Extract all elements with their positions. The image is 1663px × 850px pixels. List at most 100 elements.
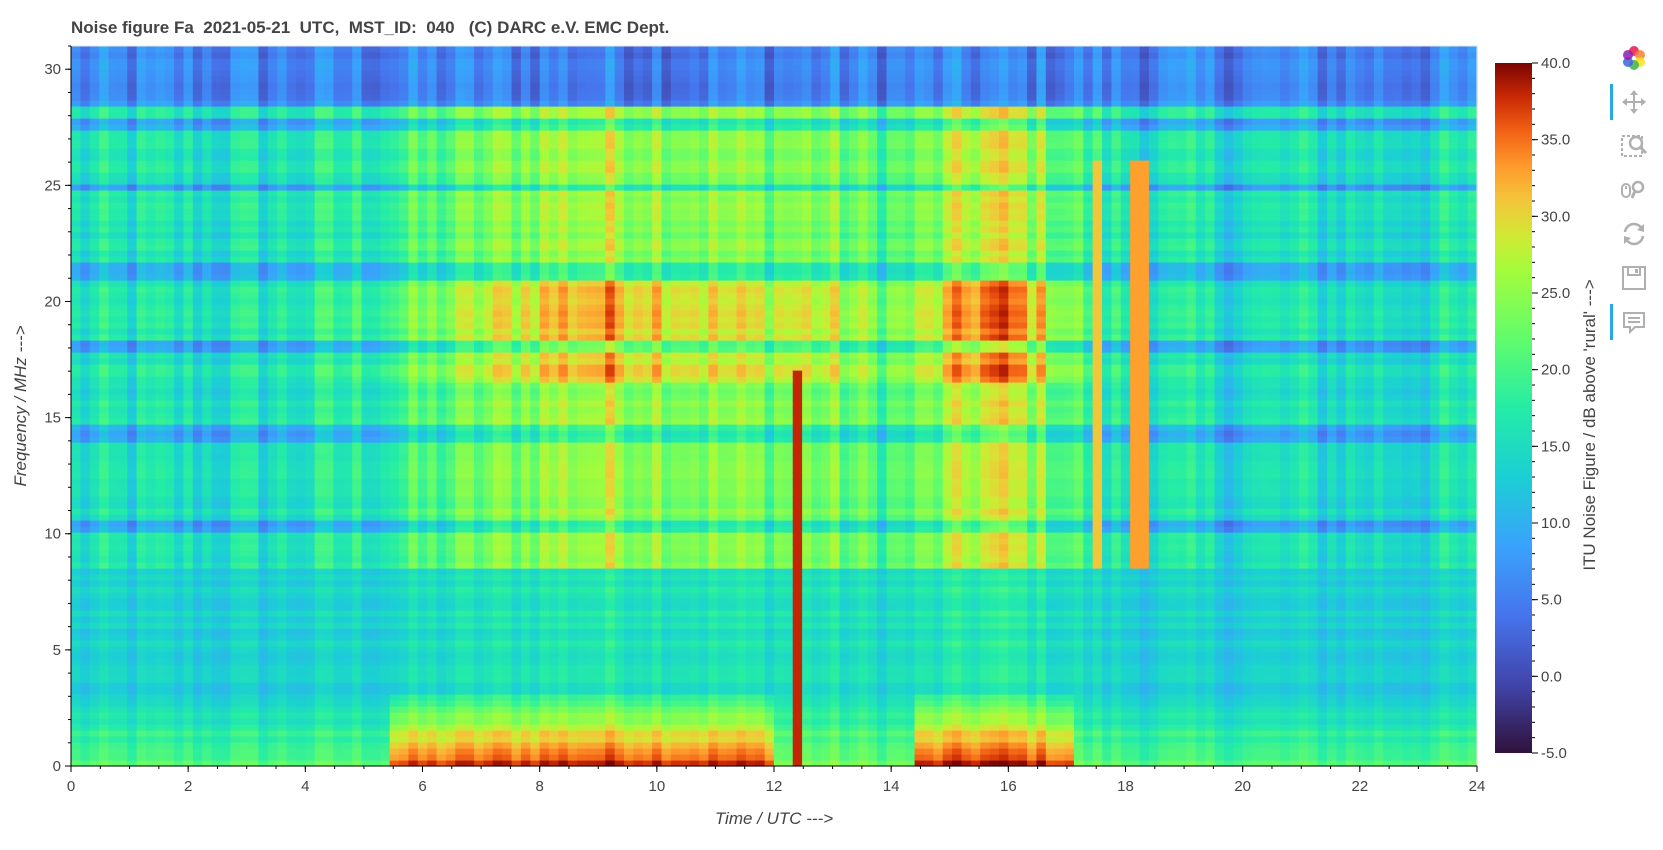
heatmap-cell: [296, 748, 306, 755]
heatmap-cell: [324, 232, 334, 239]
heatmap-cell: [333, 628, 343, 635]
heatmap-cell: [249, 298, 259, 305]
heatmap-cell: [174, 280, 184, 287]
heatmap-cell: [287, 316, 297, 323]
heatmap-cell: [427, 436, 437, 443]
heatmap-cell: [446, 154, 456, 161]
heatmap-cell: [202, 676, 212, 683]
heatmap-cell: [258, 676, 268, 683]
heatmap-cell: [380, 388, 390, 395]
heatmap-cell: [446, 718, 456, 725]
heatmap-cell: [155, 256, 165, 263]
heatmap-cell: [230, 112, 240, 119]
heatmap-cell: [249, 724, 259, 731]
heatmap-cell: [90, 646, 100, 653]
heatmap-cell: [343, 322, 353, 329]
heatmap-cell: [249, 118, 259, 125]
heatmap-cell: [258, 142, 268, 149]
heatmap-cell: [287, 418, 297, 425]
heatmap-cell: [446, 64, 456, 71]
heatmap-cell: [80, 142, 90, 149]
heatmap-cell: [362, 646, 372, 653]
heatmap-cell: [90, 544, 100, 551]
heatmap-cell: [287, 82, 297, 89]
heatmap-cell: [446, 628, 456, 635]
heatmap-cell: [315, 76, 325, 83]
heatmap-cell: [99, 352, 109, 359]
heatmap-cell: [249, 166, 259, 173]
heatmap-cell: [90, 742, 100, 749]
heatmap-cell: [221, 118, 231, 125]
heatmap-cell: [193, 352, 203, 359]
heatmap-cell: [90, 454, 100, 461]
heatmap-cell: [230, 742, 240, 749]
heatmap-cell: [202, 148, 212, 155]
heatmap-cell: [137, 178, 147, 185]
heatmap-cell: [137, 742, 147, 749]
heatmap-cell: [427, 730, 437, 737]
heatmap-cell: [380, 94, 390, 101]
heatmap-cell: [127, 388, 137, 395]
heatmap-cell: [362, 490, 372, 497]
heatmap-cell: [71, 256, 81, 263]
heatmap-cell: [137, 310, 147, 317]
heatmap-cell: [155, 628, 165, 635]
heatmap-cell: [127, 124, 137, 131]
heatmap-cell: [80, 706, 90, 713]
heatmap-cell: [146, 436, 156, 443]
heatmap-cell: [380, 82, 390, 89]
heatmap-cell: [446, 316, 456, 323]
heatmap-cell: [165, 202, 175, 209]
heatmap-cell: [408, 112, 418, 119]
heatmap-cell: [193, 388, 203, 395]
heatmap-cell: [137, 466, 147, 473]
heatmap-cell: [118, 58, 128, 65]
heatmap-cell: [380, 304, 390, 311]
heatmap-cell: [399, 640, 409, 647]
heatmap-cell: [249, 220, 259, 227]
heatmap-cell: [108, 388, 118, 395]
heatmap-cell: [80, 754, 90, 761]
heatmap-cell: [399, 112, 409, 119]
heatmap-cell: [118, 196, 128, 203]
heatmap-cell: [390, 268, 400, 275]
heatmap-cell: [174, 352, 184, 359]
heatmap-cell: [258, 130, 268, 137]
heatmap-cell: [427, 232, 437, 239]
heatmap-cell: [212, 100, 222, 107]
heatmap-cell: [258, 70, 268, 77]
heatmap-cell: [446, 106, 456, 113]
heatmap-cell: [212, 502, 222, 509]
heatmap-cell: [137, 634, 147, 641]
heatmap-cell: [71, 232, 81, 239]
heatmap-cell: [99, 754, 109, 761]
heatmap-cell: [174, 214, 184, 221]
heatmap-cell: [90, 424, 100, 431]
heatmap-cell: [90, 628, 100, 635]
heatmap-cell: [362, 286, 372, 293]
heatmap-cell: [155, 502, 165, 509]
heatmap-cell: [324, 562, 334, 569]
heatmap-cell: [212, 712, 222, 719]
heatmap-cell: [399, 274, 409, 281]
heatmap-cell: [146, 172, 156, 179]
heatmap-cell: [118, 52, 128, 59]
heatmap-cell: [390, 142, 400, 149]
heatmap-cell: [437, 562, 447, 569]
heatmap-cell: [221, 694, 231, 701]
heatmap-cell: [352, 718, 362, 725]
heatmap-cell: [258, 310, 268, 317]
heatmap-cell: [399, 352, 409, 359]
heatmap-cell: [455, 526, 465, 533]
heatmap-cell: [174, 448, 184, 455]
heatmap-cell: [202, 100, 212, 107]
heatmap-cell: [333, 472, 343, 479]
heatmap-cell: [324, 490, 334, 497]
heatmap-cell: [352, 322, 362, 329]
heatmap-cell: [258, 190, 268, 197]
heatmap-cell: [155, 724, 165, 731]
heatmap-cell: [230, 82, 240, 89]
heatmap-cell: [287, 694, 297, 701]
heatmap-cell: [174, 514, 184, 521]
heatmap-cell: [333, 58, 343, 65]
